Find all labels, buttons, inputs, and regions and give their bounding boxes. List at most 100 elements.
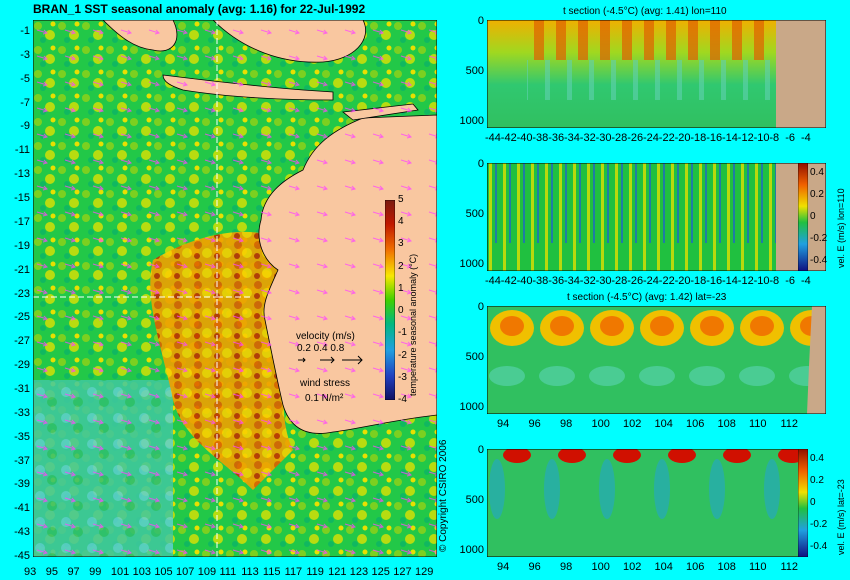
section4-colorbar-label: vel. E (m/s) lat=-23 [836, 479, 846, 555]
section-x-tick: -38 [532, 275, 549, 287]
section-colorbar-tick: 0.2 [810, 189, 824, 200]
map-lon-tick: 97 [67, 566, 80, 578]
map-colorbar-tick: 3 [398, 238, 404, 250]
map-lat-tick: -1 [20, 25, 30, 37]
section4-colorbar [798, 449, 808, 557]
map-lat-tick: -27 [14, 335, 30, 348]
section-x-tick: -16 [706, 132, 723, 144]
section-x-tick: 96 [528, 561, 541, 573]
section-x-tick: -4 [801, 132, 811, 144]
map-lat-tick: -45 [14, 550, 30, 562]
section-colorbar-tick: -0.2 [810, 233, 828, 244]
map-lon-tick: 99 [89, 566, 102, 578]
map-lon-tick: 127 [393, 566, 412, 578]
section-x-tick: -24 [643, 275, 659, 287]
map-lon-tick: 103 [132, 566, 151, 578]
map-lat-tick: -5 [20, 72, 30, 85]
section-x-tick: -42 [500, 275, 517, 287]
section-x-tick: 106 [686, 418, 705, 430]
map-title: BRAN_1 SST seasonal anomaly (avg: 1.16) … [33, 2, 366, 16]
section-y-tick: 0 [477, 301, 484, 313]
wind-legend-scale: 0.1 N/m² [305, 393, 344, 404]
section2-colorbar-label: vel. E (m/s) lon=110 [836, 188, 846, 268]
section-x-tick: -34 [564, 132, 580, 144]
map-colorbar [385, 200, 395, 400]
section-x-tick: -22 [658, 132, 675, 144]
section-x-tick: 104 [654, 561, 673, 573]
map-colorbar-label: temperature seasonal anomaly (°C) [408, 253, 418, 396]
section-y-tick: 1000 [459, 258, 484, 270]
map-lat-tick: -11 [14, 144, 30, 157]
section-x-tick: -6 [785, 275, 795, 287]
section-x-tick: 112 [780, 561, 799, 573]
section-x-tick: -38 [532, 132, 549, 144]
map-lon-tick: 111 [219, 566, 237, 578]
section-x-tick: -12 [737, 275, 754, 287]
section-y-tick: 500 [465, 208, 484, 220]
section-x-tick: -28 [611, 132, 628, 144]
section-colorbar-tick: -0.2 [810, 519, 828, 530]
section-x-tick: -36 [548, 275, 565, 287]
section-x-tick: 110 [749, 561, 767, 573]
section-x-tick: -42 [500, 132, 517, 144]
section-x-tick: 100 [591, 418, 610, 430]
section-x-tick: -40 [516, 132, 533, 144]
section-x-tick: -22 [658, 275, 675, 287]
map-colorbar-tick: 4 [398, 216, 404, 228]
section-x-tick: -44 [485, 132, 501, 144]
section-y-tick: 0 [477, 444, 484, 456]
map-lat-tick: -21 [14, 263, 30, 276]
vel-section-lon110 [487, 163, 826, 271]
section-y-tick: 500 [465, 65, 484, 77]
map-lon-tick: 129 [414, 566, 434, 578]
section-x-tick: 94 [497, 418, 510, 430]
section-x-tick: -18 [690, 132, 707, 144]
map-colorbar-tick: 5 [398, 194, 404, 205]
section-y-tick: 1000 [459, 544, 484, 556]
map-lat-tick: -31 [14, 382, 30, 395]
section-x-tick: -12 [737, 132, 754, 144]
map-lat-tick: -17 [14, 215, 30, 228]
map-lat-tick: -33 [14, 406, 30, 419]
section-x-tick: 110 [749, 418, 767, 430]
section-x-tick: 102 [623, 561, 642, 573]
map-lat-tick: -23 [14, 287, 30, 300]
map-lon-tick: 119 [306, 566, 324, 578]
section-x-tick: -40 [516, 275, 533, 287]
section-x-tick: -24 [643, 132, 659, 144]
section-x-tick: -20 [674, 132, 691, 144]
section-x-tick: -20 [674, 275, 691, 287]
section-colorbar-tick: -0.4 [810, 541, 828, 552]
map-lon-tick: 105 [154, 566, 173, 578]
map-lat-tick: -15 [14, 192, 30, 205]
section-x-tick: -32 [579, 132, 596, 144]
section-y-tick: 0 [477, 15, 484, 27]
section-x-tick: 106 [686, 561, 705, 573]
section-x-tick: 108 [717, 561, 736, 573]
section1-land [776, 20, 826, 128]
map-colorbar-tick: 1 [398, 282, 404, 294]
section-y-tick: 500 [465, 351, 484, 363]
section-x-tick: -14 [722, 275, 738, 287]
section-x-tick: -30 [595, 132, 612, 144]
vel-section-lat23 [487, 449, 807, 557]
map-lon-tick: 107 [176, 566, 195, 578]
section-x-tick: -26 [627, 275, 644, 287]
section-x-tick: 96 [528, 418, 541, 430]
map-lat-tick: -25 [14, 311, 30, 324]
map-lat-tick: -29 [14, 359, 30, 372]
section-colorbar-tick: 0.2 [810, 475, 824, 486]
section1-title: t section (-4.5°C) (avg: 1.41) lon=110 [563, 6, 727, 17]
section-x-tick: -6 [785, 132, 795, 144]
section-colorbar-tick: 0.4 [810, 453, 824, 464]
temp-section-lon110 [487, 20, 826, 128]
section-x-tick: -36 [548, 132, 565, 144]
section-colorbar-tick: 0 [810, 497, 816, 508]
map-colorbar-tick: 0 [398, 305, 404, 317]
section-colorbar-tick: -0.4 [810, 255, 828, 266]
map-lat-tick: -7 [20, 96, 30, 109]
temp-section-lat23 [487, 306, 826, 414]
section3-title: t section (-4.5°C) (avg: 1.42) lat=-23 [567, 292, 727, 303]
section3-land [807, 306, 826, 414]
section-x-tick: -28 [611, 275, 628, 287]
